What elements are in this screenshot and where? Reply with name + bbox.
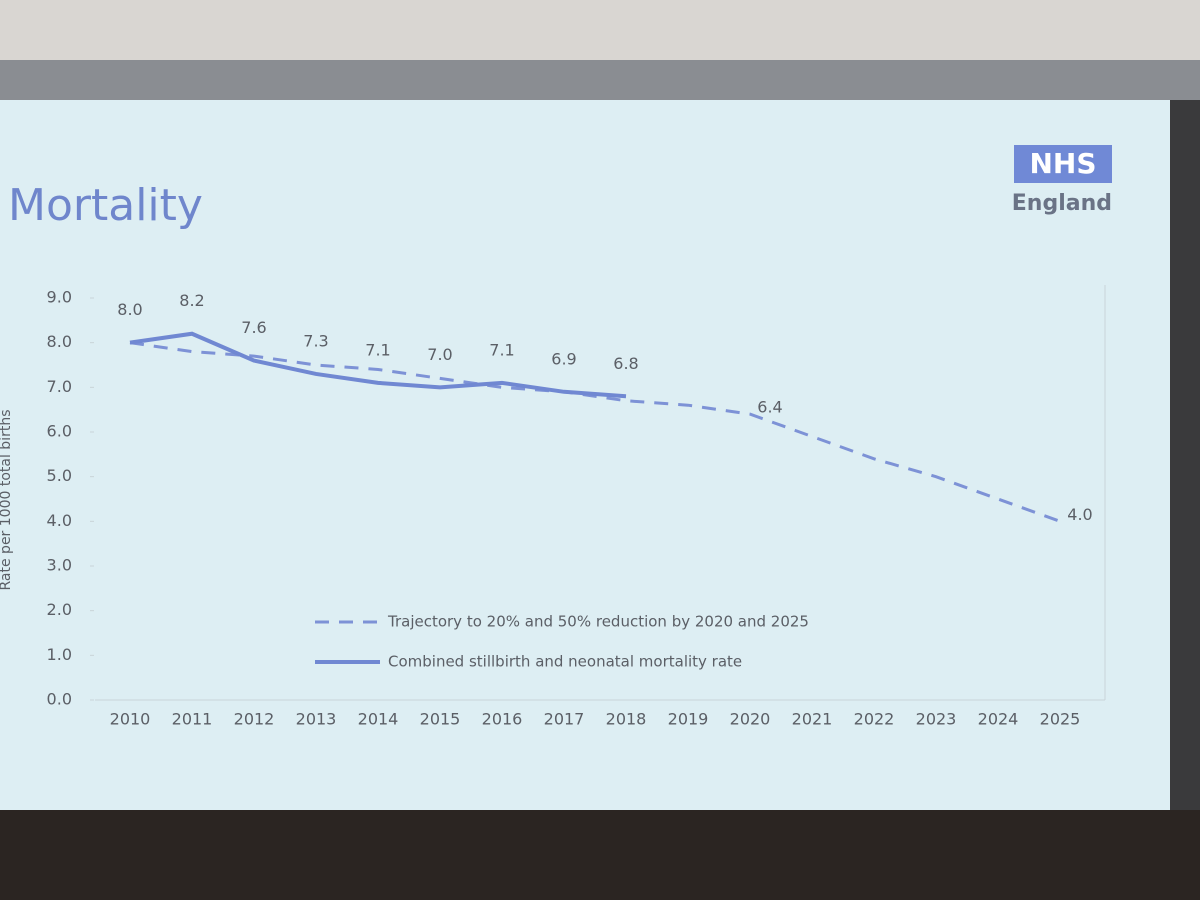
x-tick-label: 2015 (420, 710, 461, 729)
logo: NHS (1029, 147, 1096, 180)
x-tick-label: 2021 (792, 710, 833, 729)
data-label: 6.9 (551, 349, 576, 368)
x-tick-label: 2020 (730, 710, 771, 729)
y-tick-label: 5.0 (47, 466, 72, 485)
x-tick-label: 2025 (1040, 710, 1081, 729)
x-tick-label: 2014 (358, 710, 399, 729)
x-tick-label: 2022 (854, 710, 895, 729)
data-label: 6.8 (613, 354, 638, 373)
data-label: 7.1 (365, 340, 390, 359)
audience (0, 810, 1200, 900)
logo-box (1014, 145, 1112, 183)
x-tick-label: 2016 (482, 710, 523, 729)
y-tick-label: 2.0 (47, 600, 72, 619)
x-tick-label: 2013 (296, 710, 337, 729)
x-tick-label: 2010 (110, 710, 151, 729)
series-line (129, 331, 627, 399)
data-label: 7.1 (489, 340, 514, 359)
slide (0, 100, 1170, 810)
x-tick-label: 2019 (668, 710, 709, 729)
legend-label: Trajectory to 20% and 50% reduction by 2… (387, 613, 809, 631)
y-tick-label: 4.0 (47, 511, 72, 530)
screen-frame (0, 60, 1200, 100)
x-tick-label: 2024 (978, 710, 1019, 729)
x-tick-label: 2023 (916, 710, 957, 729)
ceiling (0, 0, 1200, 60)
data-label: 8.2 (179, 291, 204, 310)
series-line (129, 341, 1061, 523)
x-tick-label: 2018 (606, 710, 647, 729)
legend-label: Combined stillbirth and neonatal mortali… (388, 653, 742, 671)
x-tick-label: 2011 (172, 710, 213, 729)
y-tick-label: 3.0 (47, 556, 72, 575)
y-tick-label: 9.0 (47, 288, 72, 307)
y-tick-label: 7.0 (47, 377, 72, 396)
chart-title: Mortality (8, 180, 203, 231)
logo-subtitle: England (1012, 191, 1112, 216)
y-axis-label: Rate per 1000 total births (0, 410, 14, 591)
data-label: 7.6 (241, 318, 266, 337)
x-tick-label: 2012 (234, 710, 275, 729)
y-tick-label: 0.0 (47, 690, 72, 709)
y-tick-label: 8.0 (47, 332, 72, 351)
data-label: 4.0 (1067, 505, 1092, 524)
y-tick-label: 6.0 (47, 422, 72, 441)
y-tick-label: 1.0 (47, 645, 72, 664)
data-label: 6.4 (757, 398, 782, 417)
x-tick-label: 2017 (544, 710, 585, 729)
data-label: 8.0 (117, 300, 142, 319)
data-label: 7.3 (303, 331, 328, 350)
data-label: 7.0 (427, 345, 452, 364)
